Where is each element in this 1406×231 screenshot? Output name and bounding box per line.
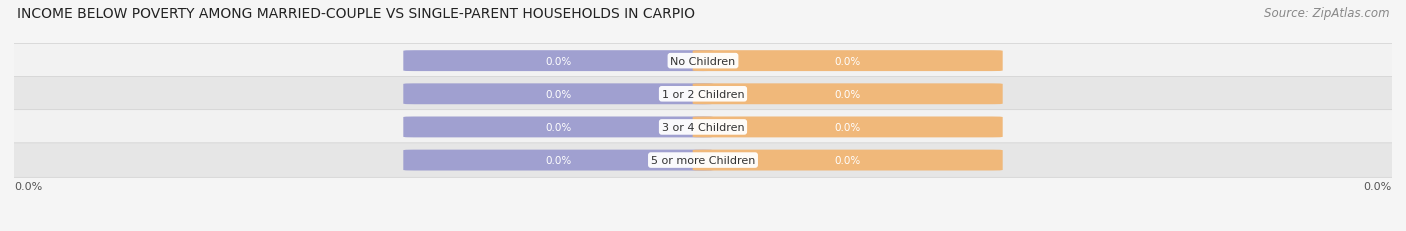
- Text: INCOME BELOW POVERTY AMONG MARRIED-COUPLE VS SINGLE-PARENT HOUSEHOLDS IN CARPIO: INCOME BELOW POVERTY AMONG MARRIED-COUPL…: [17, 7, 695, 21]
- Text: 0.0%: 0.0%: [546, 122, 571, 132]
- FancyBboxPatch shape: [693, 51, 1002, 72]
- FancyBboxPatch shape: [693, 117, 1002, 138]
- FancyBboxPatch shape: [0, 77, 1406, 112]
- FancyBboxPatch shape: [404, 117, 713, 138]
- Text: 0.0%: 0.0%: [835, 155, 860, 165]
- FancyBboxPatch shape: [0, 143, 1406, 178]
- Text: Source: ZipAtlas.com: Source: ZipAtlas.com: [1264, 7, 1389, 20]
- Text: No Children: No Children: [671, 56, 735, 66]
- Text: 3 or 4 Children: 3 or 4 Children: [662, 122, 744, 132]
- Text: 0.0%: 0.0%: [14, 181, 42, 191]
- FancyBboxPatch shape: [693, 150, 1002, 171]
- Text: 0.0%: 0.0%: [1364, 181, 1392, 191]
- Text: 0.0%: 0.0%: [546, 56, 571, 66]
- FancyBboxPatch shape: [404, 150, 713, 171]
- FancyBboxPatch shape: [0, 110, 1406, 145]
- FancyBboxPatch shape: [693, 84, 1002, 105]
- Text: 0.0%: 0.0%: [835, 122, 860, 132]
- Text: 0.0%: 0.0%: [546, 155, 571, 165]
- FancyBboxPatch shape: [404, 84, 713, 105]
- Text: 0.0%: 0.0%: [835, 56, 860, 66]
- FancyBboxPatch shape: [404, 51, 713, 72]
- FancyBboxPatch shape: [0, 44, 1406, 79]
- Text: 0.0%: 0.0%: [546, 89, 571, 99]
- Text: 0.0%: 0.0%: [835, 89, 860, 99]
- Text: 1 or 2 Children: 1 or 2 Children: [662, 89, 744, 99]
- Text: 5 or more Children: 5 or more Children: [651, 155, 755, 165]
